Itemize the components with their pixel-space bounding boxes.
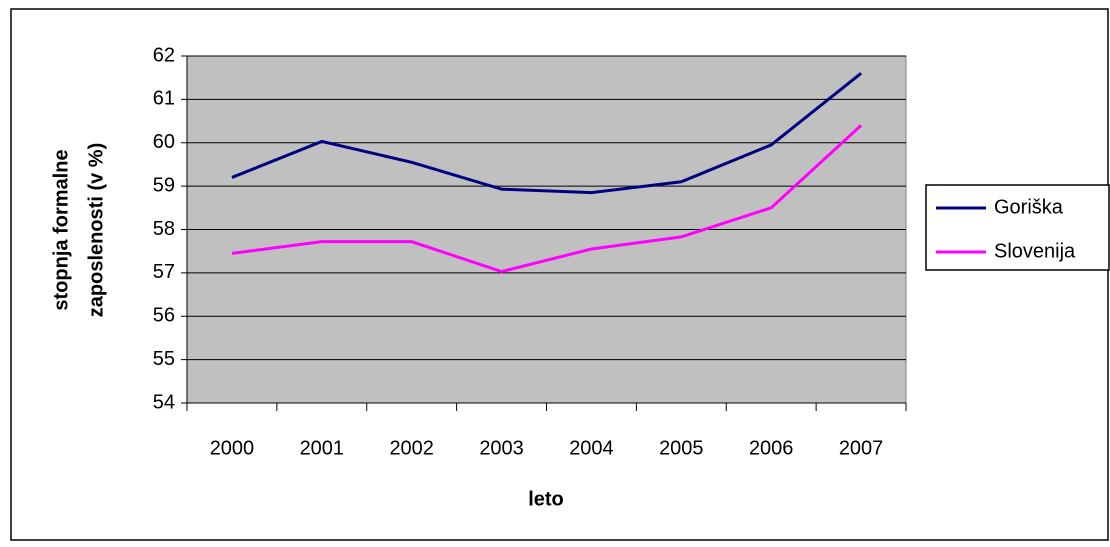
line-series: [231, 124, 863, 274]
y-tick-label: 54: [153, 391, 175, 413]
legend-label: Slovenija: [994, 240, 1076, 262]
x-tick-label: 2005: [659, 437, 704, 459]
x-tick-label: 2003: [479, 437, 524, 459]
y-tick-label: 59: [153, 174, 175, 196]
x-tick-label: 2002: [389, 437, 434, 459]
x-tick-label: 2006: [749, 437, 794, 459]
legend-label: Goriška: [994, 196, 1064, 218]
y-tick-label: 58: [153, 218, 175, 240]
x-tick-label: 2004: [569, 437, 614, 459]
legend-box: [925, 184, 1110, 271]
y-axis-label-line: zaposlenosti (v %): [85, 143, 107, 317]
x-tick-label: 2001: [300, 437, 345, 459]
y-tick-label: 62: [153, 44, 175, 66]
y-axis-label: stopnja formalne zaposlenosti (v %): [50, 143, 107, 317]
line-series: [231, 72, 862, 195]
y-axis-label-line: stopnja formalne: [50, 149, 72, 310]
y-tick-label: 55: [153, 348, 175, 370]
x-tick-label: 2000: [210, 437, 255, 459]
y-tick-label: 60: [153, 131, 175, 153]
x-tick-label: 2007: [839, 437, 884, 459]
y-tick-label: 61: [153, 88, 175, 110]
y-tick-label: 56: [153, 305, 175, 327]
y-tick-label: 57: [153, 261, 175, 283]
x-axis-label: leto: [528, 488, 564, 510]
